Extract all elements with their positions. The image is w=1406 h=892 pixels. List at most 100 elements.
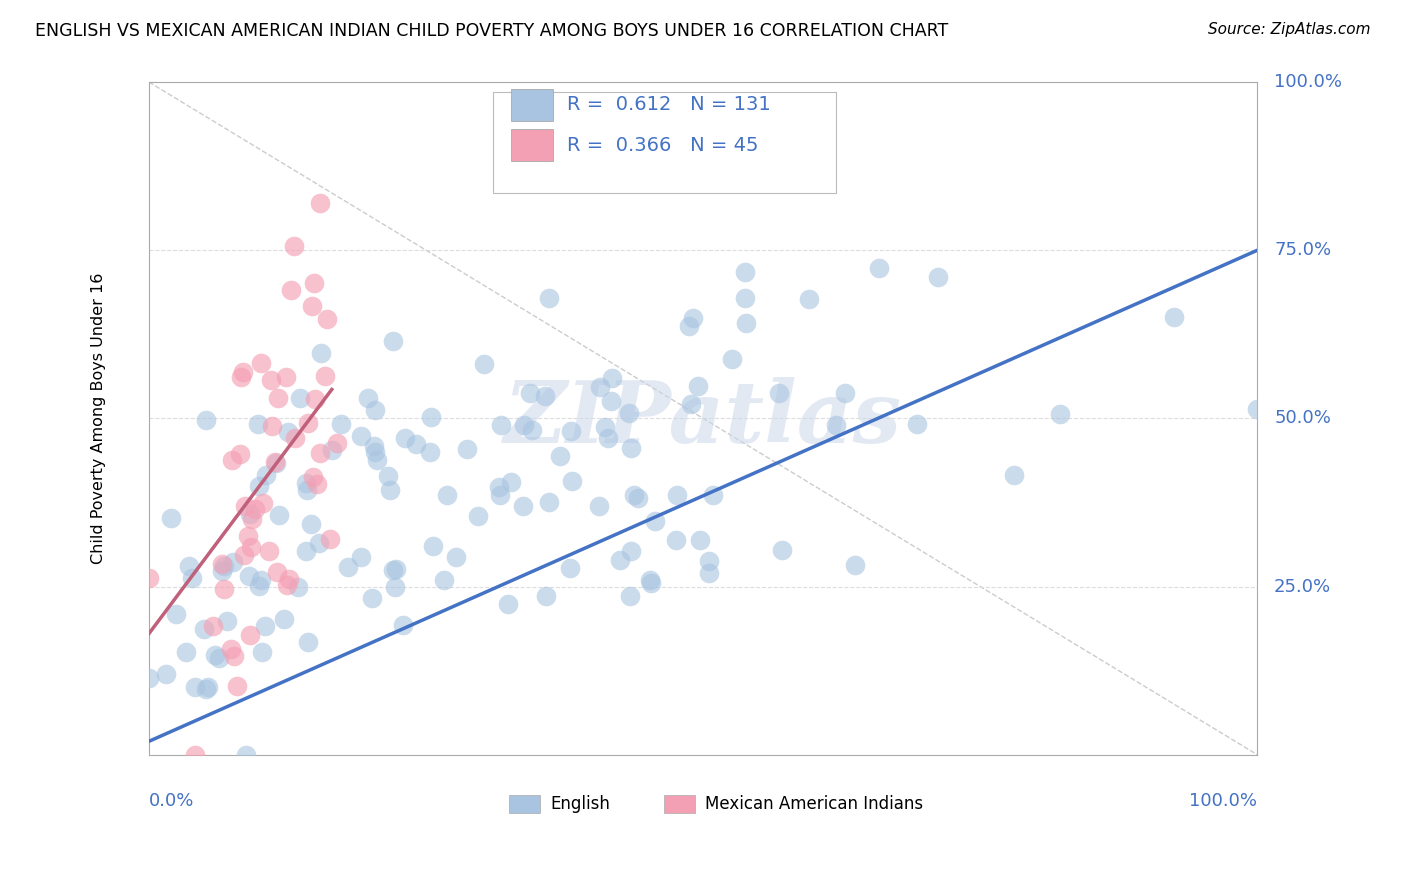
Point bbox=[246, 417, 269, 432]
Point bbox=[734, 265, 756, 279]
Point bbox=[446, 550, 468, 565]
Point bbox=[219, 642, 242, 657]
Point bbox=[308, 196, 330, 211]
Point bbox=[665, 533, 688, 548]
Point bbox=[640, 576, 662, 591]
Point bbox=[593, 420, 616, 434]
Point bbox=[419, 445, 441, 459]
Point bbox=[249, 356, 271, 370]
Point bbox=[224, 648, 246, 663]
Point bbox=[247, 478, 270, 492]
Text: 0.0%: 0.0% bbox=[149, 792, 194, 810]
Text: 100.0%: 100.0% bbox=[1189, 792, 1257, 810]
Point bbox=[619, 590, 641, 604]
Point bbox=[644, 514, 666, 528]
Text: ZIPatlas: ZIPatlas bbox=[505, 376, 903, 460]
Point bbox=[499, 475, 522, 489]
Point bbox=[433, 574, 456, 588]
Point bbox=[394, 432, 416, 446]
Point bbox=[456, 442, 478, 456]
Point bbox=[231, 365, 253, 379]
Point bbox=[297, 635, 319, 649]
Point bbox=[195, 413, 218, 427]
Point bbox=[273, 612, 295, 626]
Point bbox=[304, 392, 326, 406]
Point bbox=[138, 571, 160, 585]
Point bbox=[378, 483, 401, 498]
Point bbox=[623, 488, 645, 502]
Point bbox=[558, 561, 581, 575]
Point bbox=[472, 358, 495, 372]
Point bbox=[229, 447, 252, 461]
Point bbox=[405, 436, 427, 450]
Point bbox=[679, 397, 702, 411]
Point bbox=[702, 487, 724, 501]
Point bbox=[522, 423, 544, 437]
Point bbox=[1163, 310, 1185, 324]
Point bbox=[155, 667, 177, 681]
Point bbox=[690, 176, 713, 190]
Point bbox=[301, 299, 323, 313]
Point bbox=[436, 488, 458, 502]
Point bbox=[364, 403, 387, 417]
Text: 75.0%: 75.0% bbox=[1274, 241, 1331, 260]
Point bbox=[536, 589, 558, 603]
Point bbox=[229, 370, 252, 384]
Point bbox=[277, 425, 299, 440]
Point bbox=[257, 544, 280, 558]
Point bbox=[287, 580, 309, 594]
Point bbox=[665, 488, 688, 502]
Bar bbox=[665, 795, 696, 814]
Point bbox=[260, 372, 283, 386]
Point bbox=[232, 548, 254, 562]
Point bbox=[513, 418, 536, 433]
Point bbox=[233, 500, 256, 514]
Point bbox=[215, 614, 238, 628]
Point bbox=[382, 563, 405, 577]
Text: ENGLISH VS MEXICAN AMERICAN INDIAN CHILD POVERTY AMONG BOYS UNDER 16 CORRELATION: ENGLISH VS MEXICAN AMERICAN INDIAN CHILD… bbox=[35, 22, 949, 40]
Point bbox=[211, 564, 233, 578]
Point bbox=[337, 560, 360, 574]
Point bbox=[489, 418, 512, 433]
Point bbox=[165, 607, 187, 621]
Point bbox=[174, 645, 197, 659]
Point bbox=[721, 351, 744, 366]
Point bbox=[588, 499, 610, 513]
Point bbox=[419, 409, 441, 424]
Point bbox=[682, 310, 704, 325]
Point bbox=[243, 501, 266, 516]
Point bbox=[240, 512, 263, 526]
Point bbox=[905, 417, 928, 431]
Point bbox=[560, 424, 582, 438]
Point bbox=[734, 291, 756, 305]
Point bbox=[689, 533, 711, 548]
Point bbox=[600, 393, 623, 408]
Text: Child Poverty Among Boys Under 16: Child Poverty Among Boys Under 16 bbox=[91, 273, 107, 564]
Point bbox=[290, 392, 312, 406]
Point bbox=[263, 455, 285, 469]
Bar bbox=[512, 129, 554, 161]
Point bbox=[177, 558, 200, 573]
Point bbox=[238, 569, 260, 583]
Point bbox=[309, 346, 332, 360]
Point bbox=[609, 553, 631, 567]
Point bbox=[184, 681, 207, 695]
Point bbox=[321, 443, 343, 458]
Point bbox=[247, 579, 270, 593]
Point bbox=[212, 558, 235, 573]
Point bbox=[235, 747, 257, 762]
Point bbox=[533, 389, 555, 403]
Point bbox=[697, 554, 720, 568]
Bar bbox=[512, 88, 554, 121]
Point bbox=[250, 645, 273, 659]
Point bbox=[221, 555, 243, 569]
Point bbox=[184, 747, 207, 762]
Point bbox=[274, 369, 297, 384]
Point bbox=[262, 418, 284, 433]
Point bbox=[357, 391, 380, 405]
Point bbox=[294, 543, 316, 558]
Point bbox=[193, 622, 215, 636]
Point bbox=[197, 680, 219, 694]
Point bbox=[239, 508, 262, 522]
Point bbox=[381, 334, 404, 348]
